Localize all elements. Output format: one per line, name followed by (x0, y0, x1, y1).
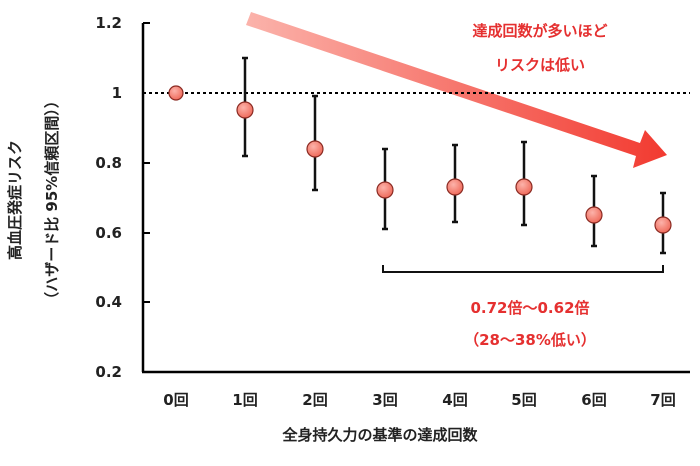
trend-arrow-icon (246, 12, 667, 168)
x-axis-label: 全身持久力の基準の達成回数 (281, 426, 478, 444)
annotation-line2: リスクは低い (495, 56, 585, 74)
y-tick: 0.4 (95, 293, 122, 311)
y-tick: 1.2 (95, 14, 122, 32)
y-tick: 0.8 (95, 154, 122, 172)
annotation-line1: 達成回数が多いほど (472, 22, 607, 40)
x-tick: 2回 (302, 391, 327, 409)
x-tick: 4回 (442, 391, 467, 409)
y-axis (141, 22, 150, 372)
bracket-label-line2: （28～38%低い） (464, 331, 596, 349)
x-tick: 5回 (511, 391, 536, 409)
data-points (168, 85, 672, 234)
x-tick: 3回 (372, 391, 397, 409)
y-tick: 1 (112, 84, 122, 102)
bracket (382, 265, 664, 273)
y-tick: 0.2 (95, 363, 122, 381)
x-tick: 1回 (232, 391, 257, 409)
x-tick: 7回 (650, 391, 675, 409)
bracket-label-line1: 0.72倍～0.62倍 (470, 299, 589, 317)
y-axis-sublabel: （ハザード比 95%信頼区間）） (43, 93, 61, 307)
y-axis-label: 高血圧発症リスク (6, 140, 24, 260)
x-tick: 0回 (163, 391, 188, 409)
y-tick: 0.6 (95, 224, 122, 242)
x-tick: 6回 (581, 391, 606, 409)
